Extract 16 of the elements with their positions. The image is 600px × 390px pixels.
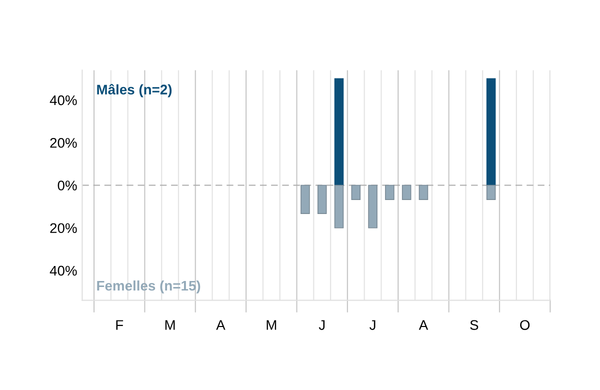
y-tick-label: 40% xyxy=(50,95,77,106)
x-tick-label: M xyxy=(165,320,175,330)
x-tick-label: J xyxy=(370,320,376,330)
text: Mâles (n=2) xyxy=(97,84,172,98)
x-tick-label: A xyxy=(418,320,428,330)
text: Femelles (n=15) xyxy=(97,280,200,294)
y-tick-label: 20% xyxy=(50,223,77,234)
y-tick-label: 20% xyxy=(50,138,77,148)
x-tick-label: A xyxy=(216,320,226,330)
x-tick-label: J xyxy=(318,320,325,330)
x-tick-label: M xyxy=(266,320,276,330)
x-tick-label: S xyxy=(470,320,478,330)
y-tick-label: 40% xyxy=(50,266,77,276)
y-tick-label: 0% xyxy=(58,180,77,190)
x-tick-label: F xyxy=(116,320,124,330)
x-tick-label: O xyxy=(520,320,530,330)
